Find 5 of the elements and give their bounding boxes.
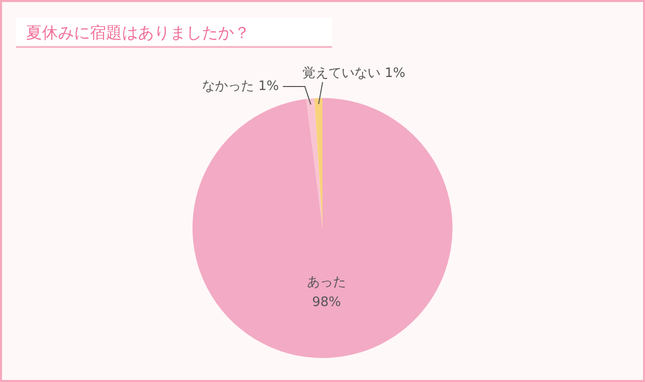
slice-label: なかった 1% xyxy=(202,78,279,94)
chart-title: 夏休みに宿題はありましたか？ xyxy=(16,18,332,48)
slice-label: 覚えていない 1% xyxy=(302,66,406,81)
slice-label: あった xyxy=(307,275,346,290)
data-label: 98% xyxy=(312,295,342,310)
